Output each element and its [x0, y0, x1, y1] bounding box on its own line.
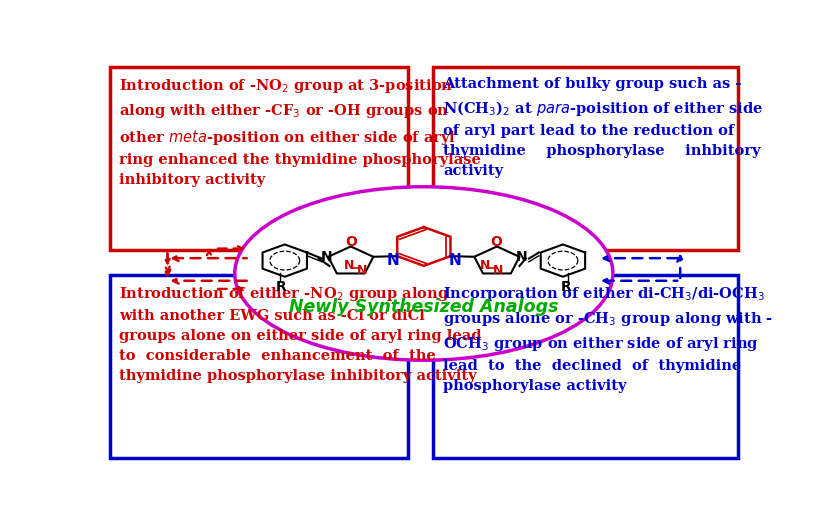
Text: Introduction of -NO$_2$ group at 3-position
along with either -CF$_3$ or -OH gro: Introduction of -NO$_2$ group at 3-posit… — [119, 77, 481, 187]
Text: N: N — [321, 250, 332, 264]
Text: N: N — [449, 254, 461, 268]
Text: N: N — [357, 264, 367, 277]
FancyBboxPatch shape — [110, 275, 408, 458]
Text: Incorporation of either di-CH$_3$/di-OCH$_3$
groups alone or -CH$_3$ group along: Incorporation of either di-CH$_3$/di-OCH… — [443, 285, 773, 393]
Text: N: N — [344, 259, 355, 272]
Text: Newly Synthesized Analogs: Newly Synthesized Analogs — [289, 298, 558, 316]
Text: N: N — [480, 259, 490, 272]
Ellipse shape — [235, 187, 613, 360]
Text: R: R — [561, 280, 571, 294]
Text: Introduction of either -NO$_2$ group along
with another EWG such as -Cl or diCl
: Introduction of either -NO$_2$ group alo… — [119, 285, 482, 383]
Text: N: N — [515, 250, 527, 264]
FancyBboxPatch shape — [110, 67, 408, 250]
Text: O: O — [490, 235, 502, 249]
FancyBboxPatch shape — [433, 67, 738, 250]
Text: N: N — [493, 264, 504, 277]
Text: N: N — [386, 254, 399, 268]
Text: Attachment of bulky group such as -
N(CH$_3$)$_2$ at $\mathit{para}$-poisition o: Attachment of bulky group such as - N(CH… — [443, 77, 763, 178]
Text: R: R — [276, 280, 287, 294]
Text: O: O — [346, 235, 357, 249]
FancyBboxPatch shape — [433, 275, 738, 458]
